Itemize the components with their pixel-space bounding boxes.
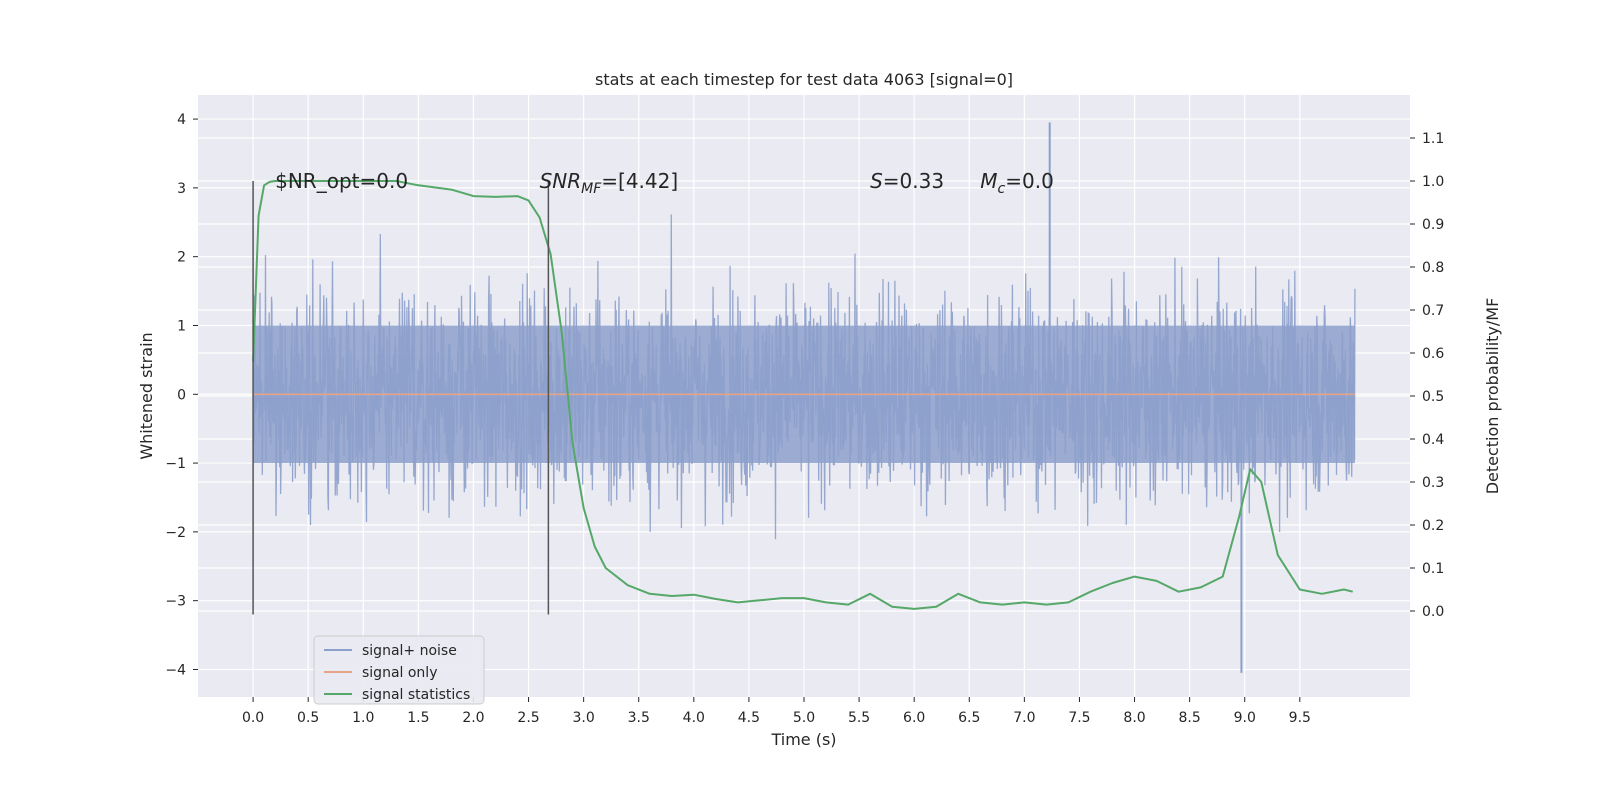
y-axis-ticks: −4 −3 −2 −1 0 1 2 3 4 <box>165 112 198 678</box>
x-tick-label: 2.0 <box>462 710 484 726</box>
x-tick-label: 9.0 <box>1234 710 1256 726</box>
right-y-tick-label: 0.5 <box>1422 389 1444 405</box>
right-y-tick-label: 0.1 <box>1422 561 1444 577</box>
x-tick-label: 8.5 <box>1179 710 1201 726</box>
annotation-text: S=0.33 <box>870 169 944 193</box>
annotation-text: Mc=0.0 <box>980 169 1054 197</box>
y-tick-label: −3 <box>165 594 186 610</box>
x-tick-label: 5.0 <box>793 710 815 726</box>
y-tick-label: 1 <box>177 318 186 334</box>
y-tick-label: 4 <box>177 112 186 128</box>
right-y-tick-label: 0.2 <box>1422 518 1444 534</box>
right-y-tick-label: 1.0 <box>1422 174 1444 190</box>
right-y-axis-label: Detection probability/MF <box>1483 298 1502 495</box>
annotation-text: $NR_opt=0.0 <box>275 169 408 193</box>
annotation-text: SNRMF=[4.42] <box>540 169 679 197</box>
x-tick-label: 7.0 <box>1013 710 1035 726</box>
legend-entry-label: signal only <box>362 665 437 681</box>
right-y-axis-ticks: 0.0 0.1 0.2 0.3 0.4 0.5 0.6 0.7 0.8 0.9 1.0 1.1 <box>1410 131 1444 620</box>
legend-entry-label: signal statistics <box>362 687 470 703</box>
y-tick-label: 0 <box>177 387 186 403</box>
x-axis-ticks: 0.0 0.5 1.0 1.5 2.0 2.5 3.0 3.5 4.0 4.5 5.0 5.5 6.0 6… <box>242 697 1311 726</box>
right-y-tick-label: 0.9 <box>1422 217 1444 233</box>
y-tick-label: 2 <box>177 250 186 266</box>
x-tick-label: 6.5 <box>958 710 980 726</box>
vertical-markers <box>252 181 550 615</box>
x-tick-label: 1.0 <box>352 710 374 726</box>
right-y-tick-label: 0.6 <box>1422 346 1444 362</box>
legend-entry-label: signal+ noise <box>362 643 457 659</box>
chart-title: stats at each timestep for test data 406… <box>595 70 1013 89</box>
x-tick-label: 3.5 <box>628 710 650 726</box>
right-y-tick-label: 1.1 <box>1422 131 1444 147</box>
right-y-tick-label: 0.4 <box>1422 432 1444 448</box>
x-tick-label: 2.5 <box>517 710 539 726</box>
plot-content <box>252 122 1356 673</box>
x-tick-label: 0.0 <box>242 710 264 726</box>
x-tick-label: 0.5 <box>297 710 319 726</box>
x-tick-label: 9.5 <box>1289 710 1311 726</box>
y-tick-label: −4 <box>165 662 186 678</box>
x-tick-label: 5.5 <box>848 710 870 726</box>
x-tick-label: 4.5 <box>738 710 760 726</box>
y-tick-label: 3 <box>177 181 186 197</box>
annotations: $NR_opt=0.0 SNRMF=[4.42] S=0.33 Mc=0.0 <box>275 169 1054 197</box>
right-y-tick-label: 0.0 <box>1422 604 1444 620</box>
right-y-tick-label: 0.8 <box>1422 260 1444 276</box>
x-tick-label: 7.5 <box>1068 710 1090 726</box>
y-tick-label: −2 <box>165 525 186 541</box>
x-tick-label: 3.0 <box>573 710 595 726</box>
x-tick-label: 8.0 <box>1123 710 1145 726</box>
y-tick-label: −1 <box>165 456 186 472</box>
series-signal-statistics-line <box>252 180 1353 610</box>
legend: signal+ noise signal only signal statistic… <box>313 635 485 705</box>
y-axis-label: Whitened strain <box>137 332 156 459</box>
legend-box <box>313 635 485 705</box>
x-tick-label: 1.5 <box>407 710 429 726</box>
x-tick-label: 4.0 <box>683 710 705 726</box>
right-y-tick-label: 0.3 <box>1422 475 1444 491</box>
x-axis-label: Time (s) <box>770 730 836 749</box>
x-tick-label: 6.0 <box>903 710 925 726</box>
right-y-tick-label: 0.7 <box>1422 303 1444 319</box>
